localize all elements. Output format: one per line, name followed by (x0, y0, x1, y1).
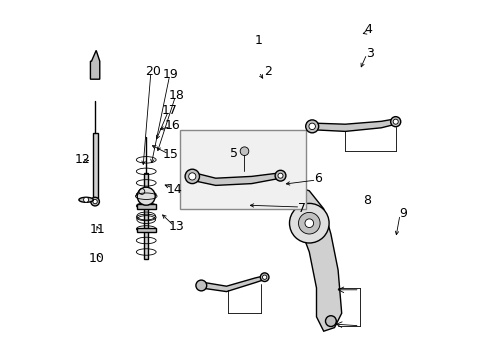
Circle shape (308, 123, 315, 130)
Bar (92, 133, 98, 198)
Polygon shape (90, 50, 100, 79)
Circle shape (262, 275, 266, 279)
Circle shape (196, 280, 206, 291)
Circle shape (83, 197, 88, 202)
Circle shape (325, 316, 336, 327)
Circle shape (289, 203, 328, 243)
Text: 6: 6 (314, 172, 322, 185)
Circle shape (188, 173, 196, 180)
Text: 20: 20 (144, 65, 161, 78)
Polygon shape (291, 187, 341, 331)
Text: 12: 12 (75, 153, 90, 166)
Circle shape (305, 120, 318, 133)
Circle shape (240, 147, 248, 156)
Text: 14: 14 (166, 183, 182, 195)
Text: 4: 4 (364, 23, 372, 36)
Text: 11: 11 (90, 223, 105, 236)
Text: 15: 15 (163, 148, 178, 161)
Circle shape (390, 117, 400, 127)
Text: 1: 1 (254, 34, 263, 47)
Text: 13: 13 (168, 220, 183, 233)
Polygon shape (144, 173, 148, 259)
Circle shape (277, 173, 283, 178)
Circle shape (305, 219, 313, 228)
Text: 18: 18 (168, 89, 184, 102)
Text: 10: 10 (89, 252, 104, 265)
Circle shape (260, 273, 268, 282)
Polygon shape (190, 173, 280, 185)
Circle shape (275, 170, 285, 181)
Circle shape (93, 199, 97, 204)
Circle shape (91, 197, 99, 206)
Ellipse shape (79, 197, 93, 202)
Bar (136, 228, 156, 232)
Text: 19: 19 (163, 68, 178, 81)
Text: 5: 5 (229, 147, 237, 159)
Text: 9: 9 (398, 207, 406, 220)
Circle shape (185, 169, 199, 184)
Text: 8: 8 (362, 194, 370, 207)
Circle shape (392, 119, 397, 124)
Polygon shape (309, 119, 395, 131)
Text: 7: 7 (298, 202, 305, 215)
Bar (136, 204, 156, 209)
Text: 3: 3 (366, 47, 374, 60)
Text: 17: 17 (162, 104, 178, 117)
Bar (179, 130, 305, 209)
Circle shape (298, 212, 320, 234)
Text: 16: 16 (164, 119, 180, 132)
Circle shape (137, 187, 155, 205)
Polygon shape (201, 275, 265, 292)
Text: 2: 2 (264, 65, 271, 78)
